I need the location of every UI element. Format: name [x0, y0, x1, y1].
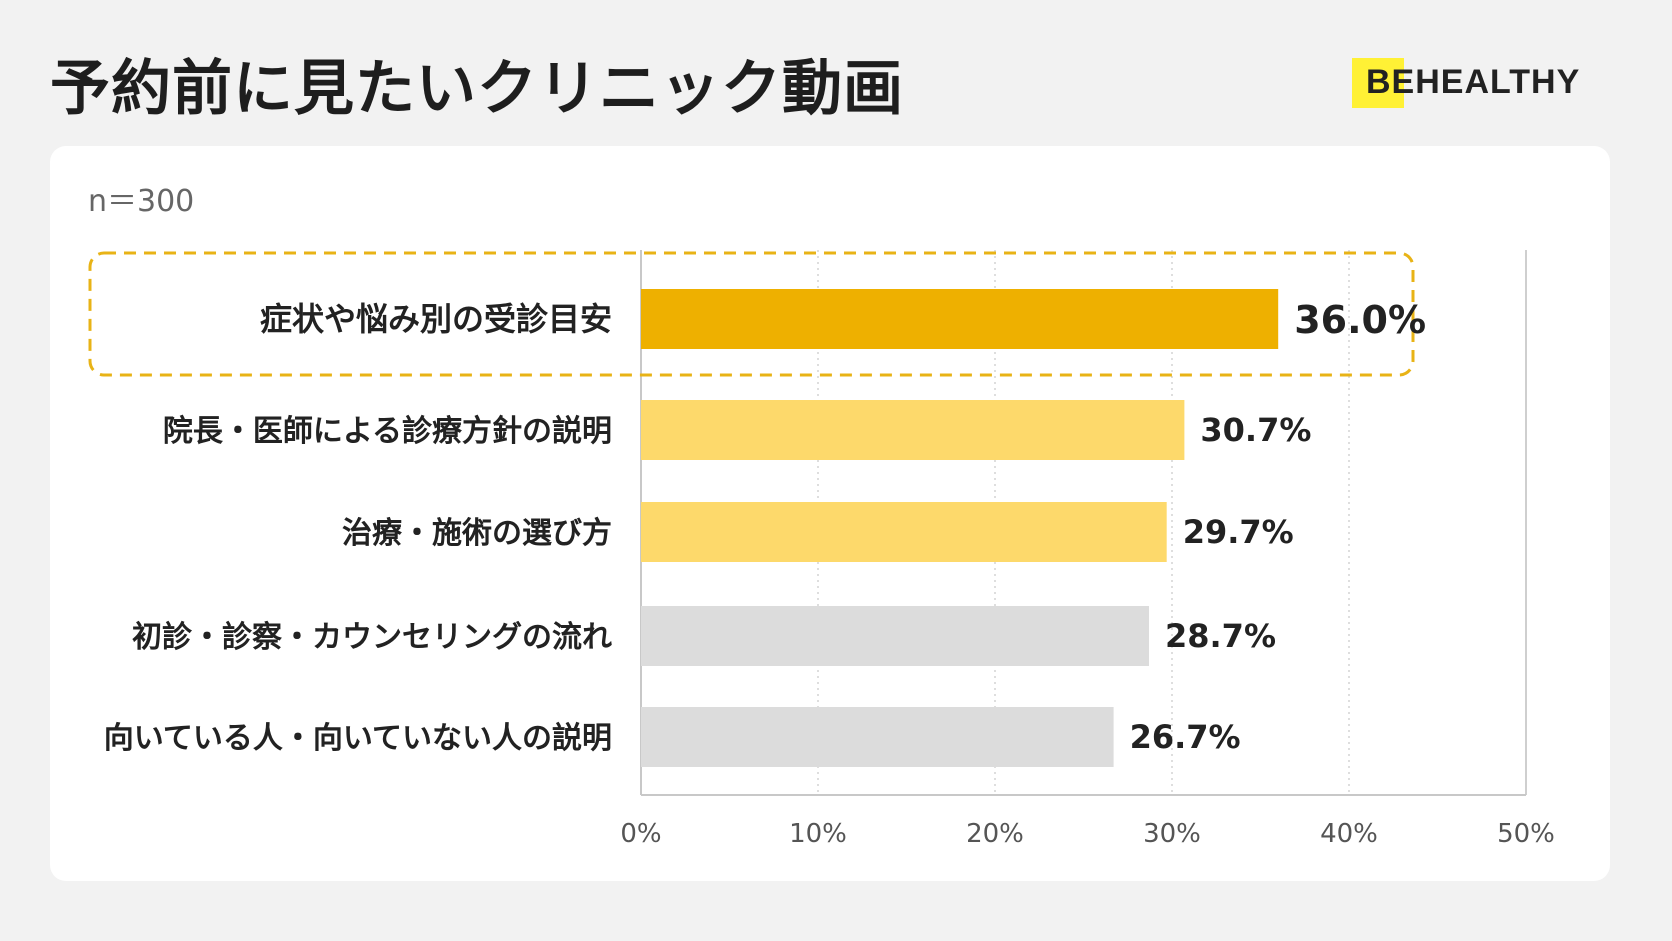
x-tick-label: 50% [1497, 819, 1555, 849]
value-label: 28.7% [1165, 617, 1276, 655]
category-label: 院長・医師による診療方針の説明 [163, 414, 612, 449]
value-label: 29.7% [1183, 513, 1294, 551]
x-tick-label: 30% [1143, 819, 1201, 849]
highlight-outline [88, 251, 1415, 377]
category-label: 治療・施術の選び方 [342, 516, 612, 551]
x-tick-label: 0% [620, 819, 661, 849]
brand-logo-text: BEHEALTHY [1366, 63, 1581, 101]
highlight-value-label: 36.0% [1294, 298, 1426, 342]
page-title: 予約前に見たいクリニック動画 [50, 54, 904, 124]
value-label: 26.7% [1130, 718, 1241, 756]
bar [641, 606, 1149, 666]
category-label: 症状や悩み別の受診目安 [260, 300, 612, 338]
category-label: 向いている人・向いていない人の説明 [104, 721, 612, 756]
brand-logo: BEHEALTHY [1352, 58, 1592, 108]
value-label: 30.7% [1200, 411, 1311, 449]
sample-size-label: n＝300 [88, 184, 195, 219]
category-label: 初診・診察・カウンセリングの流れ [132, 620, 612, 655]
bar [641, 502, 1167, 562]
bar [641, 707, 1114, 767]
bar [641, 289, 1279, 349]
x-tick-label: 40% [1320, 819, 1378, 849]
x-tick-label: 10% [789, 819, 847, 849]
bar [641, 400, 1185, 460]
brand-logo-mark [1352, 58, 1404, 108]
x-tick-label: 20% [966, 819, 1024, 849]
